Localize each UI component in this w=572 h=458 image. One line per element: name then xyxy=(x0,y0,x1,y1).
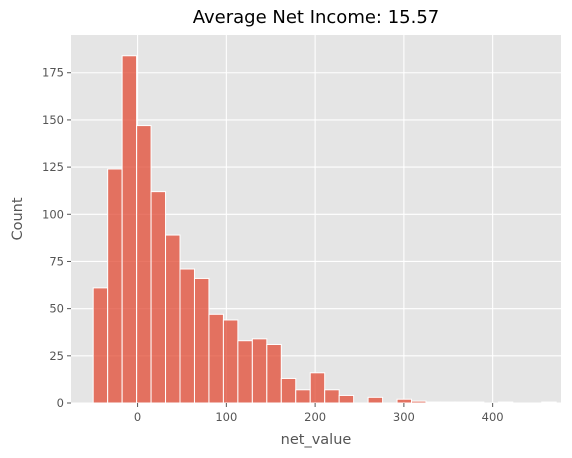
x-tick-label: 0 xyxy=(134,410,141,424)
y-axis-ticks: 0 25 50 75 100 125 150 175 xyxy=(42,66,71,410)
histogram-bar xyxy=(468,401,485,404)
histogram-bar xyxy=(121,55,138,404)
x-axis-label: net_value xyxy=(281,432,352,448)
x-tick-label: 200 xyxy=(304,410,326,424)
histogram-bar xyxy=(425,401,441,404)
histogram-bar xyxy=(338,394,355,404)
y-tick-label: 75 xyxy=(49,254,64,268)
histogram-bar xyxy=(266,343,282,404)
histogram-bar xyxy=(309,372,326,404)
y-tick-label: 50 xyxy=(49,302,64,316)
histogram-bar xyxy=(193,277,210,404)
histogram-bar xyxy=(165,234,181,404)
histogram-bar xyxy=(439,401,456,404)
chart-title: Average Net Income: 15.57 xyxy=(193,7,440,28)
histogram-bar xyxy=(92,287,109,404)
y-tick-label: 150 xyxy=(42,113,64,127)
y-tick-label: 0 xyxy=(57,396,64,410)
y-tick-label: 175 xyxy=(42,66,64,80)
histogram-bar xyxy=(497,401,514,404)
histogram-bar xyxy=(280,377,297,404)
x-tick-label: 400 xyxy=(482,410,504,424)
histogram-bar xyxy=(222,319,239,404)
histogram-bar xyxy=(396,398,413,404)
histogram-bar xyxy=(179,268,195,404)
histogram-bar xyxy=(541,401,557,404)
histogram-bar xyxy=(237,340,253,404)
histogram-bar xyxy=(208,313,224,404)
histogram-bar xyxy=(367,396,384,404)
histogram-bar xyxy=(107,168,123,404)
y-tick-label: 125 xyxy=(42,160,64,174)
y-tick-label: 100 xyxy=(42,207,64,221)
x-tick-label: 100 xyxy=(215,410,237,424)
histogram-bar xyxy=(251,338,268,404)
histogram-bar xyxy=(324,389,340,404)
y-tick-label: 25 xyxy=(49,349,64,363)
histogram-bar xyxy=(150,191,167,404)
histogram-bar xyxy=(295,389,311,404)
x-axis-ticks: 0 100 200 300 400 xyxy=(134,403,504,424)
histogram-bar xyxy=(136,125,152,404)
y-axis-label: Count xyxy=(10,197,26,240)
x-tick-label: 300 xyxy=(393,410,415,424)
histogram-bar xyxy=(411,400,427,404)
histogram-bars xyxy=(92,55,557,404)
histogram-bar xyxy=(454,401,470,404)
